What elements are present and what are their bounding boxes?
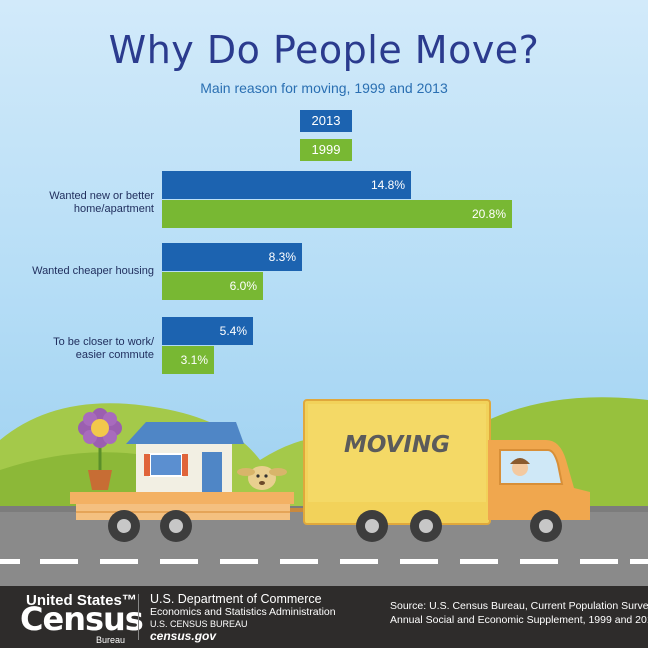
house-illustration xyxy=(126,422,244,492)
data-label-2013-cheaper-housing: 8.3% xyxy=(268,250,296,264)
dog-illustration xyxy=(237,466,287,490)
census-logo-line3: Bureau xyxy=(96,635,126,645)
truck-cab-illustration xyxy=(488,440,590,520)
bar-1999-closer-work xyxy=(162,346,214,374)
bureau-name: U.S. CENSUS BUREAU xyxy=(150,619,248,629)
legend-2013: 2013 xyxy=(300,110,352,132)
road-dashes-illustration xyxy=(0,559,648,564)
source-line1: Source: U.S. Census Bureau, Current Popu… xyxy=(390,600,648,612)
category-label-line: home/apartment xyxy=(73,203,154,215)
data-label-1999-new-home: 20.8% xyxy=(471,207,506,221)
footer-divider xyxy=(138,594,139,640)
bar-1999-new-home xyxy=(162,200,512,228)
footer: United States™ Census Bureau U.S. Depart… xyxy=(0,586,648,648)
data-label-1999-closer-work: 3.1% xyxy=(180,353,208,367)
chart-title: Why Do People Move? xyxy=(108,28,540,72)
category-label-cheaper-housing: Wanted cheaper housing xyxy=(32,265,154,278)
legend-1999: 1999 xyxy=(300,139,352,161)
website-link[interactable]: census.gov xyxy=(150,629,217,643)
category-label-line: Wanted cheaper housing xyxy=(32,265,154,277)
category-label-closer-work: To be closer to work/ easier commute xyxy=(53,336,154,362)
data-label-1999-cheaper-housing: 6.0% xyxy=(229,279,257,293)
department-name: U.S. Department of Commerce xyxy=(150,592,322,606)
truck-box-illustration: MOVING xyxy=(303,399,491,525)
chart-subtitle: Main reason for moving, 1999 and 2013 xyxy=(200,80,448,96)
data-label-2013-new-home: 14.8% xyxy=(370,178,405,192)
category-label-new-home: Wanted new or better home/apartment xyxy=(49,190,154,216)
moving-truck-illustration: MOVING xyxy=(0,397,648,586)
category-label-line: To be closer to work/ xyxy=(53,336,154,348)
category-label-line: Wanted new or better xyxy=(49,190,154,202)
wheels-illustration xyxy=(108,510,562,542)
bar-2013-new-home xyxy=(162,171,411,199)
bar-2013-cheaper-housing xyxy=(162,243,302,271)
bar-2013-closer-work xyxy=(162,317,253,345)
category-label-line: easier commute xyxy=(75,349,154,361)
data-label-2013-closer-work: 5.4% xyxy=(219,324,247,338)
flower-illustration xyxy=(78,408,122,490)
administration-name: Economics and Statistics Administration xyxy=(150,606,336,618)
census-logo-line1: United States™ xyxy=(26,592,137,609)
census-logo: Census xyxy=(20,600,144,638)
bar-1999-cheaper-housing xyxy=(162,272,263,300)
source-line2: Annual Social and Economic Supplement, 1… xyxy=(390,614,648,626)
truck-text: MOVING xyxy=(344,432,450,458)
